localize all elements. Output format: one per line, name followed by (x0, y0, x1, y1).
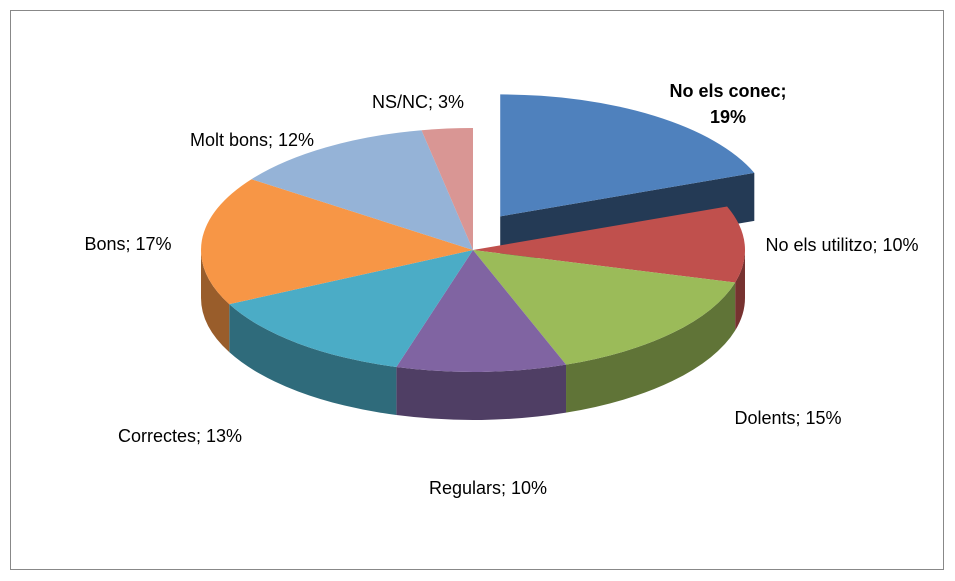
slice-side (229, 304, 397, 416)
slice-side (735, 250, 745, 331)
slice-side (566, 282, 736, 413)
slice-side (201, 250, 230, 353)
chart-frame (10, 10, 944, 570)
data-label: No els utilitzo; 10% (765, 235, 919, 255)
slice (229, 250, 473, 368)
slice (396, 250, 567, 372)
slice (473, 206, 745, 283)
data-label: Correctes; 13% (117, 426, 243, 446)
slice (251, 130, 473, 250)
slice (200, 179, 473, 305)
slice (500, 94, 755, 217)
data-label: NS/NC; 3% (371, 92, 465, 112)
slice (473, 250, 736, 365)
slice-side (396, 364, 567, 420)
data-label: Dolents; 15% (734, 408, 842, 428)
slice (421, 128, 473, 250)
data-label: No els conec; 19% (669, 81, 787, 127)
data-label: Regulars; 10% (428, 478, 548, 498)
data-label: Molt bons; 12% (189, 130, 315, 150)
data-label: Bons; 17% (84, 234, 172, 254)
